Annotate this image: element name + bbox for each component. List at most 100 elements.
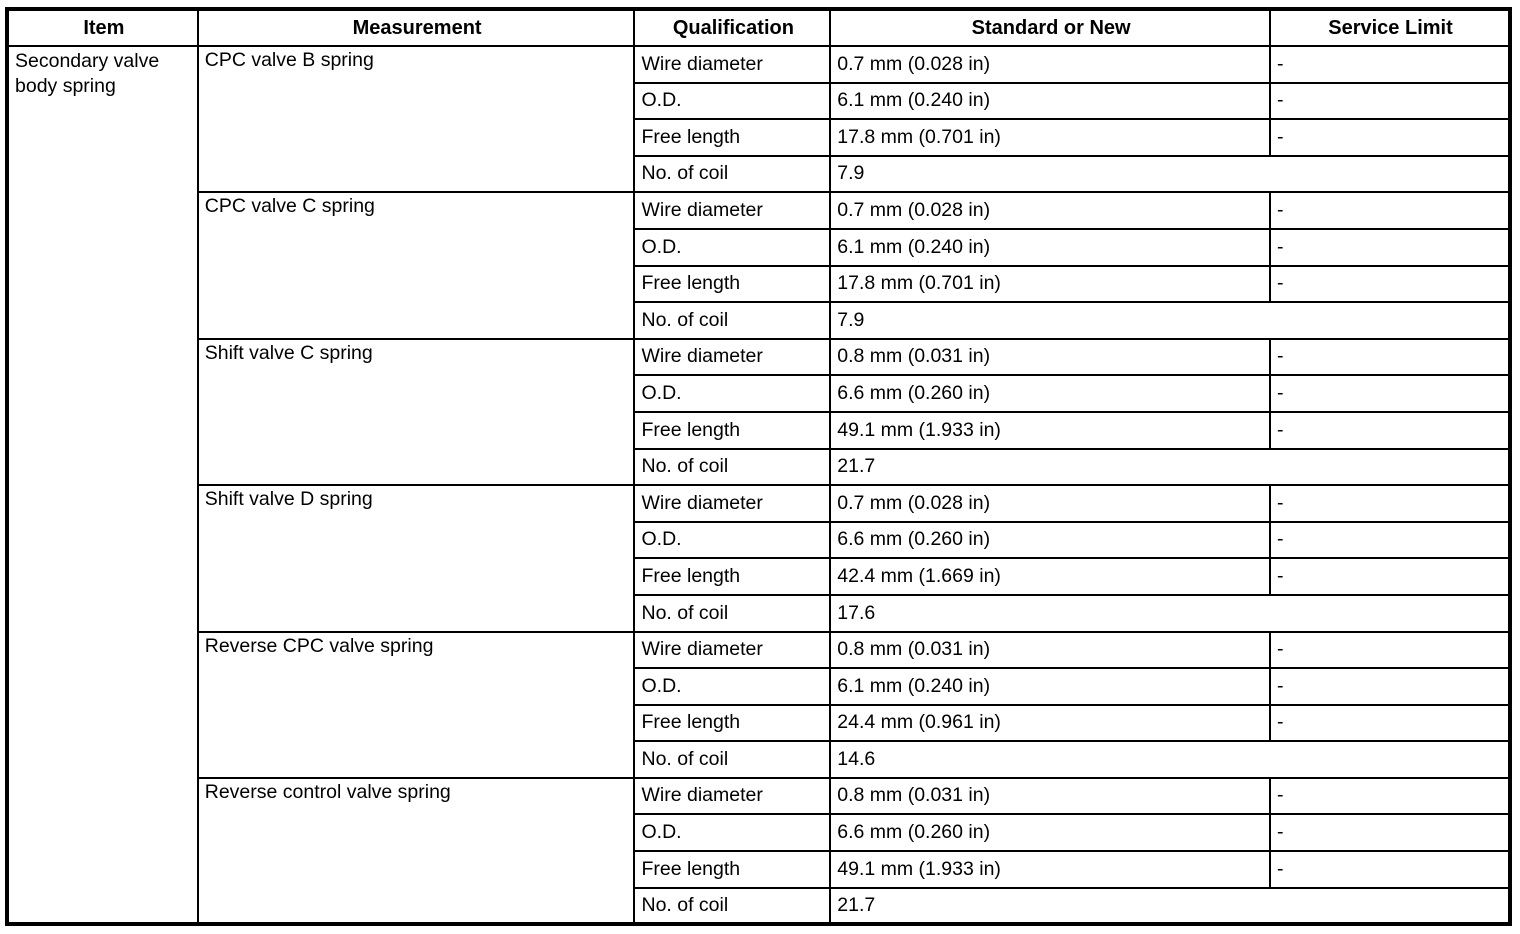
table-row: Shift valve D spring Wire diameter 0.7 mm … — [7, 484, 1511, 633]
table-row: O.D. 6.6 mm (0.260 in) - — [7, 374, 1511, 413]
qualification-cell: O.D. — [633, 227, 832, 267]
spring-specifications-table: Item Measurement Qualification Standard … — [5, 7, 1512, 927]
service-limit-cell: - — [1269, 630, 1511, 670]
item-cell: Secondary valve body spring — [6, 44, 199, 926]
service-limit-cell: - — [1269, 703, 1511, 743]
service-limit-cell: - — [1269, 118, 1511, 157]
qualification-cell: No. of coil — [633, 447, 832, 487]
standard-cell: 6.6 mm (0.260 in) — [829, 813, 1272, 853]
measurement-cell: Reverse control valve spring — [196, 776, 636, 926]
standard-cell: 6.6 mm (0.260 in) — [829, 520, 1272, 560]
service-limit-cell: - — [1269, 813, 1511, 853]
standard-cell: 49.1 mm (1.933 in) — [829, 850, 1272, 889]
qualification-cell: Wire diameter — [633, 191, 832, 230]
column-header-service-limit: Service Limit — [1269, 8, 1511, 47]
table-row: Free length 49.1 mm (1.933 in) - — [7, 850, 1511, 889]
service-limit-cell: - — [1269, 191, 1511, 230]
table-row: Secondary valve body spring CPC valve B s… — [6, 44, 1511, 926]
standard-cell: 6.1 mm (0.240 in) — [829, 227, 1272, 267]
standard-cell: 24.4 mm (0.961 in) — [829, 703, 1272, 743]
qualification-cell: O.D. — [633, 520, 832, 560]
standard-cell: 0.8 mm (0.031 in) — [829, 630, 1272, 670]
service-limit-cell: - — [1269, 410, 1511, 450]
measurement-cell: CPC valve C spring — [196, 191, 636, 340]
standard-cell: 6.6 mm (0.260 in) — [829, 374, 1272, 413]
qualification-cell: No. of coil — [633, 154, 832, 194]
qualification-cell: Free length — [633, 264, 832, 304]
qualification-cell: O.D. — [633, 81, 832, 121]
service-limit-cell: - — [1269, 45, 1511, 84]
standard-cell: 21.7 — [829, 886, 1511, 926]
service-limit-cell: - — [1269, 520, 1511, 560]
qualification-cell: Free length — [633, 557, 832, 596]
service-limit-cell: - — [1269, 337, 1511, 377]
measurement-cell: Reverse CPC valve spring — [196, 630, 636, 779]
measurement-cell: Shift valve C spring — [196, 337, 636, 487]
qualification-cell: No. of coil — [633, 593, 832, 633]
qualification-cell: Wire diameter — [633, 776, 832, 816]
standard-cell: 6.1 mm (0.240 in) — [829, 81, 1272, 121]
qualification-cell: Free length — [633, 850, 832, 889]
table-row: O.D. 6.6 mm (0.260 in) - — [7, 520, 1511, 560]
service-limit-cell: - — [1269, 667, 1511, 706]
service-limit-cell: - — [1269, 484, 1511, 523]
standard-cell: 0.7 mm (0.028 in) — [829, 191, 1272, 230]
measurement-cell: Shift valve D spring — [196, 484, 636, 633]
standard-cell: 17.8 mm (0.701 in) — [829, 118, 1272, 157]
table-row: No. of coil 7.9 — [7, 301, 1511, 340]
service-limit-cell: - — [1269, 374, 1511, 413]
standard-cell: 0.7 mm (0.028 in) — [829, 484, 1272, 523]
table-row: O.D. 6.6 mm (0.260 in) - — [7, 813, 1511, 853]
qualification-cell: Wire diameter — [633, 337, 832, 377]
table-row: No. of coil 14.6 — [7, 740, 1511, 779]
column-header-standard-or-new: Standard or New — [829, 8, 1272, 47]
table-row: Free length 24.4 mm (0.961 in) - — [7, 703, 1511, 743]
qualification-cell: Wire diameter — [633, 630, 832, 670]
table-body: Secondary valve body spring CPC valve B s… — [6, 44, 1511, 926]
table-row: O.D. 6.1 mm (0.240 in) - — [7, 81, 1511, 121]
qualification-cell: O.D. — [633, 667, 832, 706]
measurement-cell: CPC valve B spring — [196, 44, 636, 194]
service-limit-cell: - — [1269, 227, 1511, 267]
header-row: Item Measurement Qualification Standard … — [6, 8, 1511, 47]
table-row: Free length 49.1 mm (1.933 in) - — [7, 410, 1511, 450]
column-header-item: Item — [6, 8, 199, 47]
standard-cell: 17.8 mm (0.701 in) — [829, 264, 1272, 304]
table-row: O.D. 6.1 mm (0.240 in) - — [7, 227, 1511, 267]
table-row: Free length 17.8 mm (0.701 in) - — [7, 264, 1511, 304]
table-row: O.D. 6.1 mm (0.240 in) - — [7, 667, 1511, 706]
standard-cell: 14.6 — [829, 740, 1511, 779]
standard-cell: 7.9 — [829, 301, 1511, 340]
qualification-cell: Wire diameter — [633, 45, 832, 84]
service-limit-cell: - — [1269, 557, 1511, 596]
standard-cell: 49.1 mm (1.933 in) — [829, 410, 1272, 450]
table-row: Shift valve C spring Wire diameter 0.8 mm … — [7, 337, 1511, 487]
standard-cell: 0.8 mm (0.031 in) — [829, 337, 1272, 377]
table-row: Reverse CPC valve spring Wire diameter 0.8… — [7, 630, 1511, 779]
qualification-cell: O.D. — [633, 374, 832, 413]
qualification-cell: Free length — [633, 703, 832, 743]
table-row: No. of coil 7.9 — [7, 154, 1511, 194]
table-row: Free length 17.8 mm (0.701 in) - — [7, 118, 1511, 157]
standard-cell: 0.8 mm (0.031 in) — [829, 776, 1272, 816]
standard-cell: 21.7 — [829, 447, 1511, 487]
service-limit-cell: - — [1269, 81, 1511, 121]
qualification-cell: No. of coil — [633, 740, 832, 779]
service-limit-cell: - — [1269, 776, 1511, 816]
qualification-cell: O.D. — [633, 813, 832, 853]
qualification-cell: Free length — [633, 118, 832, 157]
qualification-cell: Wire diameter — [633, 484, 832, 523]
table-row: Reverse control valve spring Wire diamete… — [7, 776, 1511, 926]
column-header-measurement: Measurement — [196, 8, 636, 47]
standard-cell: 42.4 mm (1.669 in) — [829, 557, 1272, 596]
service-limit-cell: - — [1269, 850, 1511, 889]
standard-cell: 7.9 — [829, 154, 1511, 194]
table-row: CPC valve C spring Wire diameter 0.7 mm (0… — [7, 191, 1511, 340]
standard-cell: 0.7 mm (0.028 in) — [829, 45, 1272, 84]
qualification-cell: No. of coil — [633, 886, 832, 926]
qualification-cell: Free length — [633, 410, 832, 450]
qualification-cell: No. of coil — [633, 301, 832, 340]
table-row: No. of coil 21.7 — [7, 447, 1511, 487]
column-header-qualification: Qualification — [633, 8, 832, 47]
